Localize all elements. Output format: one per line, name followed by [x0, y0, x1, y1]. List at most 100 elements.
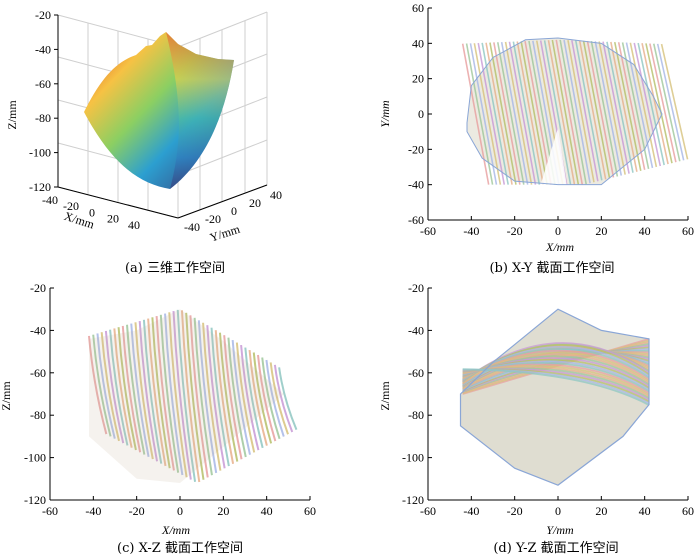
panel-c-stripe: [134, 322, 154, 460]
panel-c-stripe: [273, 364, 294, 433]
panel-b-caption: (b) X-Y 截面工作空间: [489, 261, 614, 276]
panel-c-axes: -60 -40 -20 0 20 40 60 -20 -40 -60 -80 -100 -120: [24, 281, 316, 518]
panel-c-stripe: [218, 332, 239, 462]
panel-b-stripe: [559, 39, 587, 185]
panel-c-stripe: [231, 340, 251, 455]
panel-c-stripe: [252, 352, 273, 444]
panel-c-stripe: [164, 313, 184, 476]
panel-b-stripe: [504, 41, 533, 185]
panel-a-x-tick-label: -20: [63, 199, 79, 213]
panel-c-stripe: [126, 324, 146, 455]
panel-c-stripes: [88, 309, 298, 484]
panel-b-boundary: [466, 37, 663, 186]
panel-b-stripe: [543, 40, 572, 185]
panel-b-x-tick-label: 40: [639, 224, 651, 238]
panel-c-stripe: [269, 362, 289, 435]
panel-a-z-tick-label: -60: [35, 77, 51, 91]
panel-b-stripe: [617, 42, 646, 170]
panel-a-x-ticks: -40 -20 0 20 40: [42, 193, 140, 232]
panel-c-stripe: [168, 312, 188, 478]
panel-b-stripe: [652, 43, 681, 162]
panel-d-caption: (d) Y-Z 截面工作空间: [493, 541, 618, 556]
panel-b-stripe: [578, 40, 607, 180]
panel-a-y-ticks: -40 -20 0 20 40: [184, 188, 282, 234]
panel-d-x-tick-label: 0: [555, 504, 561, 518]
panel-b-y-tick-label: -40: [408, 178, 424, 192]
panel-c-stripe: [265, 359, 285, 437]
panel-a-x-tick-label: 40: [128, 218, 140, 232]
panel-b-notch: [540, 128, 567, 185]
panel-c-stripe: [117, 327, 137, 451]
panel-b-y-tick-label: 20: [412, 72, 424, 86]
panel-a-y-tick-label: 0: [231, 204, 237, 218]
panel-a-z-tick-label: -40: [35, 42, 51, 56]
panel-c-x-tick-label: 0: [177, 504, 183, 518]
panel-b-stripe: [649, 43, 677, 163]
panel-a-workspace-surface-right: [166, 32, 234, 189]
panel-c-y-tick-label: -80: [30, 408, 46, 422]
panel-c-y-tick-label: -60: [30, 366, 46, 380]
panel-c-stripe: [180, 310, 201, 483]
panel-b-stripe: [633, 42, 662, 167]
panel-c-y-tick-label: -20: [30, 281, 46, 295]
panel-b-stripe: [500, 41, 529, 185]
panel-d-y-tick-label: -100: [402, 451, 424, 465]
panel-b-stripe: [574, 40, 603, 181]
panel-a-z-tick-label: -80: [35, 111, 51, 125]
panel-c-y-tick-label: -40: [30, 323, 46, 337]
panel-b-stripe: [582, 40, 611, 179]
panel-b-xlabel: X/mm: [545, 240, 574, 254]
panel-b-stripe: [469, 43, 498, 185]
panel-c-stripe: [151, 317, 171, 469]
panel-b-stripe: [598, 41, 626, 175]
panel-b-x-tick-label: -40: [463, 224, 479, 238]
panel-b-x-tick-label: 60: [682, 224, 694, 238]
panel-c-stripe: [248, 349, 268, 446]
panel-c-stripe: [227, 337, 247, 458]
panel-b-stripe: [555, 39, 584, 185]
panel-c-x-tick-label: -20: [129, 504, 145, 518]
panel-c-stripe: [202, 322, 222, 471]
panel-c-x-tick-label: -60: [42, 504, 58, 518]
panel-c-stripe: [155, 316, 175, 471]
panel-c-stripe: [109, 329, 129, 446]
panel-b-y-tick-label: 60: [412, 1, 424, 15]
panel-b-stripe: [551, 39, 580, 185]
panel-c-ylabel: Z/mm: [0, 381, 13, 411]
panel-d-xlabel: Y/mm: [546, 523, 574, 537]
panel-d-x-tick-label: -20: [507, 504, 523, 518]
panel-b-stripe: [516, 41, 545, 185]
panel-b-x-tick-label: -60: [420, 224, 436, 238]
panel-b-stripe: [496, 42, 525, 185]
panel-c-stripe: [189, 315, 209, 478]
panel-b-stripe: [641, 43, 669, 165]
panel-c-stripe: [240, 344, 260, 451]
panel-d-boundary: [459, 308, 650, 486]
panel-b-axes: -60 -40 -20 0 20 40 60 60 40 20 0 -20 -40 -60: [408, 1, 694, 238]
panel-d-y-tick-label: -80: [408, 408, 424, 422]
panel-c-stripe: [130, 323, 150, 457]
panel-c-stripe: [92, 334, 112, 437]
panel-c-stripe: [244, 347, 264, 449]
panel-a-z-tick-label: -120: [29, 180, 51, 194]
panel-c-stripe: [147, 318, 167, 467]
panel-c-stripe: [206, 325, 226, 469]
panel-a-caption: (a) 三维工作空间: [125, 261, 225, 276]
panel-c-stripe: [113, 328, 133, 448]
panel-c-x-tick-label: -40: [85, 504, 101, 518]
panel-c-stripe: [138, 320, 159, 462]
panel-b-x-tick-label: 0: [555, 224, 561, 238]
panel-c-xz-section: -60 -40 -20 0 20 40 60 -20 -40 -60 -80 -100 -120 X/m…: [0, 281, 316, 556]
panel-b-stripe: [567, 40, 595, 183]
panel-b-stripe: [645, 43, 673, 164]
panel-b-stripe: [563, 39, 591, 184]
panel-b-y-tick-label: 40: [412, 36, 424, 50]
panel-a-y-tick-label: -40: [184, 220, 200, 234]
panel-b-stripe: [606, 41, 634, 173]
panel-b-x-tick-label: 20: [595, 224, 607, 238]
panel-d-x-tick-label: -40: [463, 504, 479, 518]
panel-a-axes: [57, 15, 268, 219]
panel-b-stripe: [520, 41, 548, 185]
panel-d-x-tick-label: -60: [420, 504, 436, 518]
